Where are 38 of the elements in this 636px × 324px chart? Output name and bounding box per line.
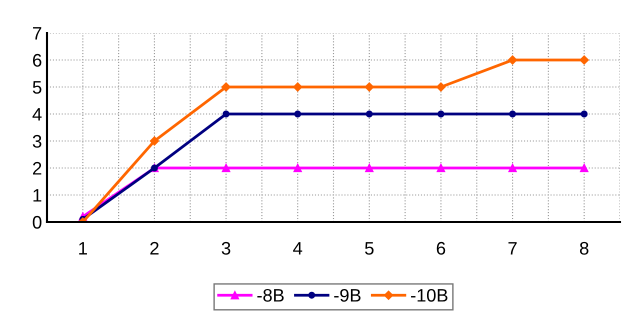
y-tick-label: 7 bbox=[33, 27, 42, 40]
y-tick-label: 5 bbox=[32, 81, 42, 94]
point bbox=[294, 110, 302, 118]
x-tick-label: 8 bbox=[580, 242, 588, 255]
y-tick-label: 0 bbox=[32, 216, 42, 229]
x-tick-label: 6 bbox=[436, 242, 446, 255]
y-tick-label: 3 bbox=[32, 134, 42, 148]
point bbox=[436, 82, 446, 92]
y-tick-label: 2 bbox=[33, 162, 42, 175]
x-tick-label: 1 bbox=[79, 242, 87, 255]
y-tick-label: 1 bbox=[33, 189, 42, 202]
point bbox=[293, 82, 302, 92]
point bbox=[508, 55, 518, 65]
point bbox=[365, 164, 374, 172]
point bbox=[222, 164, 230, 172]
point bbox=[509, 110, 516, 118]
point bbox=[294, 164, 302, 172]
point bbox=[508, 164, 517, 172]
point bbox=[436, 164, 446, 172]
x-tick-label: 4 bbox=[293, 242, 302, 255]
legend-label: -8B bbox=[257, 288, 284, 302]
point bbox=[222, 110, 230, 118]
legend-label: -10B bbox=[411, 288, 448, 302]
x-tick-label: 3 bbox=[222, 242, 230, 255]
x-tick-label: 5 bbox=[365, 242, 374, 255]
point bbox=[221, 82, 231, 92]
point bbox=[150, 136, 160, 146]
point bbox=[366, 110, 373, 118]
y-tick-label: 4 bbox=[32, 108, 42, 121]
point bbox=[364, 82, 374, 92]
point bbox=[580, 164, 588, 172]
point bbox=[580, 55, 589, 65]
point bbox=[580, 110, 588, 118]
x-tick-label: 7 bbox=[508, 242, 517, 255]
y-tick-label: 6 bbox=[33, 54, 42, 67]
legend-label: -9B bbox=[334, 288, 361, 302]
point bbox=[437, 110, 444, 118]
x-tick-label: 2 bbox=[150, 242, 159, 255]
